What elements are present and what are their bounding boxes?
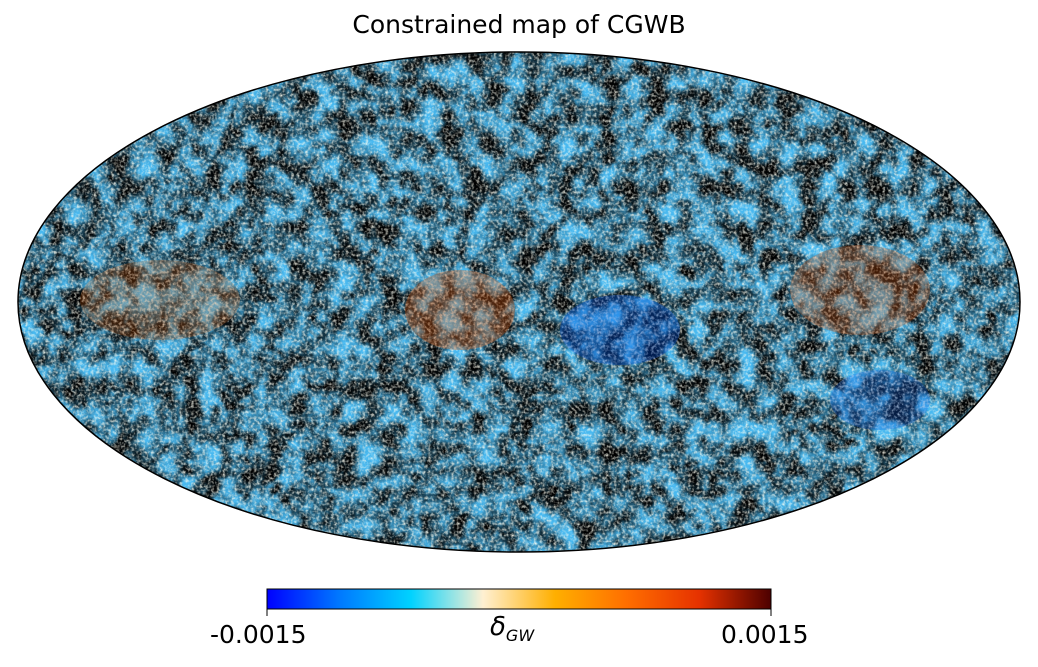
colorbar-label: δGW xyxy=(490,612,534,645)
colorbar-label-symbol: δ xyxy=(490,612,506,642)
sky-outline xyxy=(17,51,1021,553)
colorbar-min-label: -0.0015 xyxy=(210,620,307,649)
colorbar-label-subscript: GW xyxy=(505,626,535,646)
colorbar xyxy=(266,588,772,610)
sky-field xyxy=(18,52,1020,552)
map-title: Constrained map of CGWB xyxy=(352,10,686,39)
colorbar-max-label: 0.0015 xyxy=(721,620,809,649)
